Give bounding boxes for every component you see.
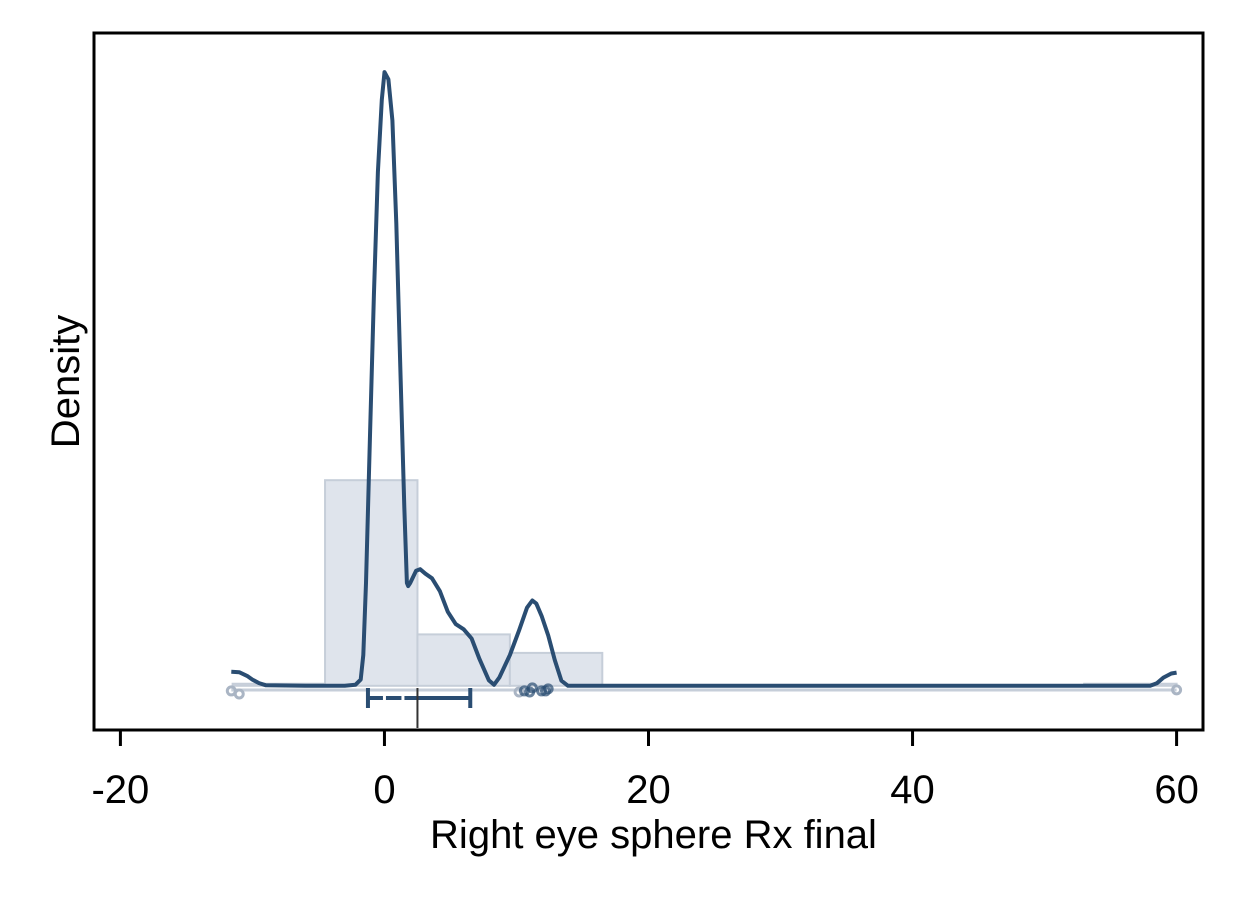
x-tick-label-1: 0	[373, 768, 395, 812]
x-tick-label-2: 20	[626, 768, 671, 812]
x-axis-title: Right eye sphere Rx final	[430, 813, 877, 857]
density-curve	[231, 70, 1177, 688]
y-axis-title: Density	[44, 315, 88, 448]
histogram-bar-3	[508, 651, 604, 687]
histogram-bars	[231, 479, 1178, 687]
outlier-point-dark-5	[542, 683, 554, 695]
outlier-point-light-2	[1171, 684, 1183, 696]
boxplot-strip	[231, 688, 1177, 728]
x-tick-label-4: 60	[1154, 768, 1199, 812]
x-axis-ticks: -20 0 20 40 60	[91, 730, 1199, 812]
x-tick-label-3: 40	[890, 768, 935, 812]
plot-frame	[92, 31, 1205, 732]
histogram-bar-1	[324, 479, 419, 687]
outlier-point-light-3	[513, 686, 525, 698]
outlier-point-dark-2	[526, 682, 538, 694]
outlier-point-light-1	[233, 688, 245, 700]
x-tick-label-0: -20	[91, 768, 149, 812]
histogram-bar-2	[416, 633, 511, 687]
outlier-points	[225, 682, 1183, 700]
density-curve-layer	[231, 70, 1177, 688]
